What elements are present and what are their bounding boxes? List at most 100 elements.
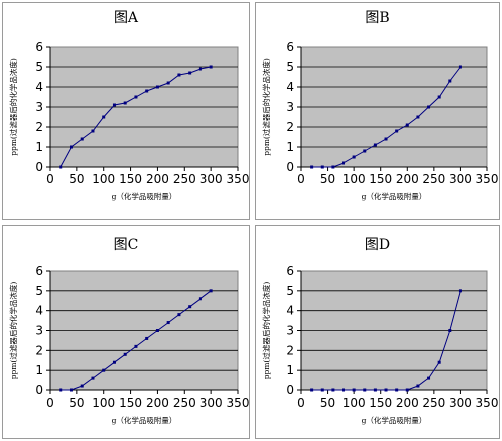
data-point-c-12 [188,305,192,309]
data-point-b-14 [458,65,462,69]
y-tick-label-a-2: 2 [35,120,43,134]
x-tick-label-b-5: 250 [422,172,445,186]
data-point-c-14 [209,289,213,293]
y-axis-label-c: ppm(过滤器后的化学品浓度) [8,282,18,380]
y-tick-label-c-1: 1 [35,363,43,377]
x-tick-label-d-4: 200 [396,396,419,410]
y-tick-label-a-0: 0 [35,160,43,174]
y-tick-label-d-4: 4 [286,304,294,318]
data-point-a-1 [69,145,73,149]
data-point-d-14 [458,289,462,293]
x-tick-label-c-6: 300 [200,396,223,410]
chart-c-svg: 图C 0 1 2 3 4 5 6 0 50 100 150 200 250 300 350 g（化学品吸附量） p… [8,237,249,425]
data-point-a-13 [198,67,202,71]
data-point-b-12 [437,95,441,99]
y-axis-label-d: ppm(过滤器后的化学品浓度) [261,282,271,380]
y-tick-label-d-6: 6 [286,264,294,278]
x-tick-label-b-7: 350 [476,172,499,186]
data-point-c-5 [112,360,116,364]
y-tick-label-a-5: 5 [35,60,43,74]
data-point-d-12 [437,360,441,364]
x-tick-label-a-6: 300 [200,172,223,186]
x-axis-label-d: g（化学品吸附量） [362,415,427,425]
x-tick-label-a-1: 50 [69,172,84,186]
x-tick-label-a-5: 250 [173,172,196,186]
y-tick-label-b-1: 1 [286,140,294,154]
y-tick-label-b-2: 2 [286,120,294,134]
data-point-b-5 [363,149,367,153]
y-tick-label-c-6: 6 [35,264,43,278]
data-point-d-6 [373,388,377,392]
data-point-a-14 [209,65,213,69]
y-tick-label-c-2: 2 [35,343,43,357]
data-point-c-7 [134,344,138,348]
data-point-c-9 [155,329,159,332]
x-tick-label-c-5: 250 [173,396,196,410]
data-point-c-2 [80,384,84,388]
data-point-a-4 [102,115,106,119]
x-tick-label-a-4: 200 [146,172,169,186]
data-point-c-0 [59,388,63,392]
data-point-c-6 [123,352,127,356]
data-point-a-10 [166,81,170,85]
chart-panel-a: 图A 0 1 2 3 4 5 6 0 50 100 150 200 250 300 350 g（化学品吸附量） p… [2,2,250,220]
x-tick-label-d-6: 300 [449,396,472,410]
chart-panel-b: 图B 0 1 2 3 4 5 6 0 50 100 150 200 250 300 350 g（化学品吸附量） p… [255,2,500,220]
data-point-a-8 [145,89,149,93]
data-point-b-1 [320,165,324,169]
data-point-a-6 [123,101,127,105]
data-point-d-8 [395,388,399,392]
y-tick-label-c-3: 3 [35,324,43,338]
x-tick-label-d-3: 150 [369,396,392,410]
x-tick-label-a-7: 350 [227,172,249,186]
data-point-a-11 [177,73,181,77]
data-point-b-13 [448,79,452,83]
chart-title-c: 图C [114,237,139,253]
x-tick-label-d-7: 350 [476,396,499,410]
y-tick-label-d-1: 1 [286,363,294,377]
x-tick-label-b-4: 200 [396,172,419,186]
data-point-c-3 [91,376,95,380]
chart-panel-d: 图D 0 1 2 3 4 5 6 0 50 100 150 200 250 300 350 g（化学品吸附量） p… [255,225,500,439]
x-tick-label-c-2: 100 [92,396,115,410]
data-point-d-0 [310,388,314,392]
data-point-b-4 [352,155,356,159]
y-axis-label-b: ppm(过滤器后的化学品浓度) [261,58,271,156]
data-point-b-9 [405,123,409,127]
data-point-a-2 [80,137,84,141]
x-tick-label-b-6: 300 [449,172,472,186]
data-point-d-7 [384,388,388,392]
data-point-d-2 [331,388,335,392]
chart-panel-c: 图C 0 1 2 3 4 5 6 0 50 100 150 200 250 300 350 g（化学品吸附量） p… [2,225,250,439]
data-point-d-5 [363,388,367,392]
data-point-a-9 [155,85,159,89]
data-point-c-8 [145,336,149,340]
x-tick-label-d-1: 50 [320,396,335,410]
data-point-c-4 [102,368,106,372]
x-tick-label-b-0: 0 [297,172,305,186]
x-tick-label-d-5: 250 [422,396,445,410]
x-tick-label-b-1: 50 [320,172,335,186]
data-point-d-3 [342,388,346,392]
y-tick-label-b-0: 0 [286,160,294,174]
x-tick-label-d-2: 100 [343,396,366,410]
chart-title-a: 图A [114,10,139,26]
data-point-a-0 [59,165,63,169]
y-tick-label-b-4: 4 [286,80,294,94]
chart-a-svg: 图A 0 1 2 3 4 5 6 0 50 100 150 200 250 300 350 g（化学品吸附量） p… [8,10,249,201]
y-tick-label-b-6: 6 [286,40,294,54]
x-tick-label-b-3: 150 [369,172,392,186]
data-point-a-12 [188,71,192,75]
x-axis-label-b: g（化学品吸附量） [362,191,427,201]
data-point-d-1 [320,388,324,392]
data-point-a-3 [91,129,95,133]
data-point-c-11 [177,313,181,317]
x-tick-label-c-1: 50 [69,396,84,410]
data-point-c-13 [198,297,202,301]
x-axis-label-c: g（化学品吸附量） [112,415,177,425]
x-tick-label-a-2: 100 [92,172,115,186]
y-tick-label-a-4: 4 [35,80,43,94]
data-point-a-7 [134,95,138,99]
data-point-b-3 [342,161,346,165]
